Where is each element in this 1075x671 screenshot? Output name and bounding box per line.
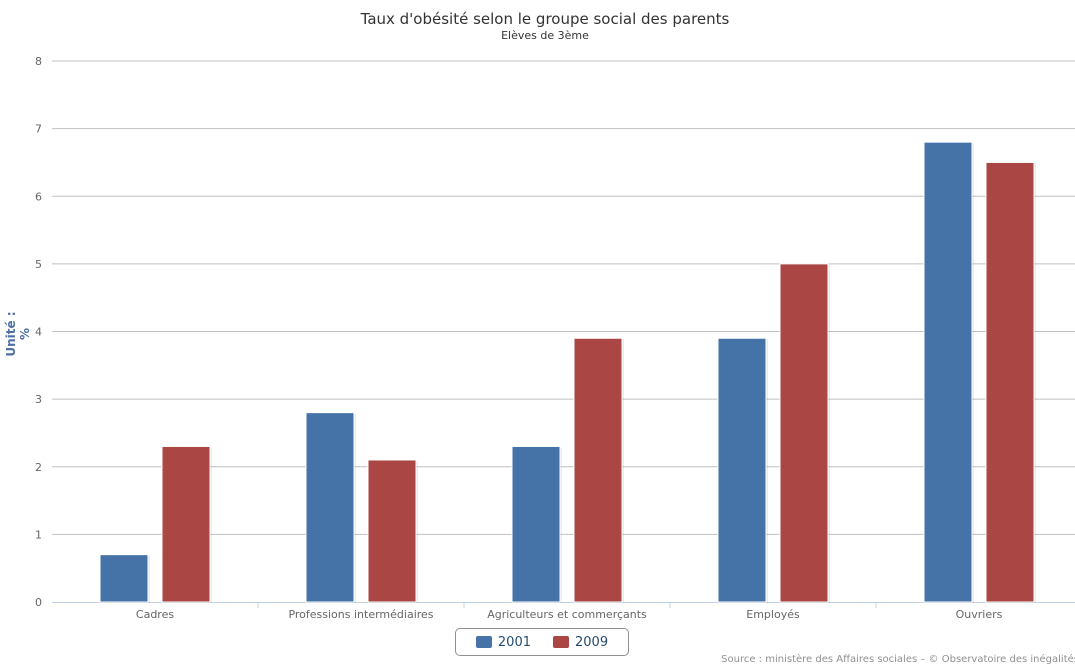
legend-label-2001: 2001 (497, 634, 531, 650)
legend-swatch-2009 (553, 636, 569, 648)
x-tick-label: Employés (746, 608, 800, 621)
x-tick-label: Cadres (136, 608, 174, 621)
y-tick-label: 3 (35, 393, 42, 406)
bar-2001-0[interactable] (99, 554, 149, 603)
chart-subtitle: Elèves de 3ème (501, 29, 589, 42)
chart-title: Taux d'obésité selon le groupe social de… (360, 10, 730, 28)
legend-item-2009[interactable]: 2009 (553, 635, 608, 650)
y-tick-label: 4 (35, 326, 42, 339)
bar-2009-1[interactable] (367, 459, 417, 603)
y-tick-label: 1 (35, 528, 42, 541)
legend-swatch-2001 (475, 636, 492, 648)
legend-label-2009: 2009 (575, 634, 609, 650)
bar-2009-2[interactable] (573, 337, 623, 603)
y-tick-label: 7 (35, 123, 42, 136)
bar-2009-4[interactable] (985, 161, 1035, 603)
source-note: Source : ministère des Affaires sociales… (721, 654, 1075, 665)
bar-2001-1[interactable] (305, 412, 355, 603)
y-tick-label: 5 (35, 258, 42, 271)
legend: 2001 2009 (455, 628, 629, 656)
bar-2001-2[interactable] (511, 445, 561, 603)
bar-2009-0[interactable] (161, 445, 211, 603)
y-tick-label: 6 (35, 190, 42, 203)
x-tick-label: Agriculteurs et commerçants (487, 608, 647, 621)
y-tick-label: 8 (35, 55, 42, 68)
x-tick-label: Ouvriers (956, 608, 1003, 621)
bar-2001-3[interactable] (717, 337, 767, 603)
bar-2001-4[interactable] (923, 141, 973, 603)
x-tick-label: Professions intermédiaires (288, 608, 433, 621)
bar-2009-3[interactable] (779, 263, 829, 603)
y-tick-label: 2 (35, 461, 42, 474)
legend-item-2001[interactable]: 2001 (475, 634, 531, 650)
y-tick-label: 0 (35, 596, 42, 609)
